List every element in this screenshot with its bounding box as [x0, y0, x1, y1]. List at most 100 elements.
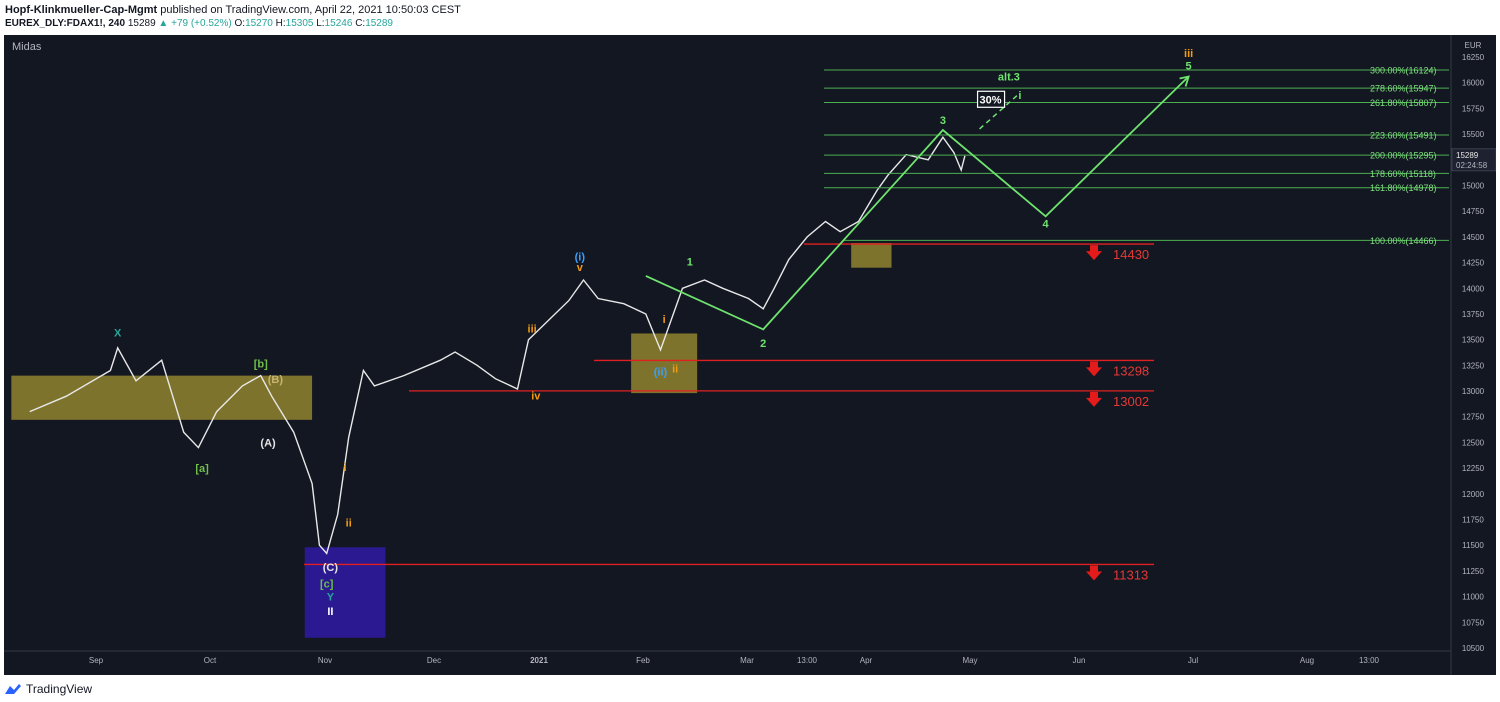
y-tick-15000: 15000 — [1462, 181, 1485, 190]
currency-label: EUR — [1465, 41, 1482, 50]
y-tick-14750: 14750 — [1462, 207, 1485, 216]
wave-label-6: ii — [346, 518, 352, 530]
open-value: 15270 — [245, 18, 273, 29]
chart-footer: TradingView — [0, 678, 1500, 702]
open-label: O: — [234, 18, 246, 29]
wave-label-7: (C) — [323, 562, 339, 574]
x-tick-3: Dec — [427, 656, 441, 665]
wave-label-20: 3 — [940, 115, 946, 127]
x-tick-1: Oct — [204, 656, 217, 665]
price-change: +79 (+0.52%) — [171, 18, 232, 29]
x-tick-4: 2021 — [530, 656, 548, 665]
wave-label-19: 2 — [760, 338, 766, 350]
down-arrow-icon — [1086, 565, 1102, 581]
price-tag-countdown: 02:24:58 — [1456, 161, 1488, 170]
wave-label-1: [b] — [254, 358, 268, 370]
price-chart[interactable]: Midas 14430 13298 13002 11313 300.00%(16124) 2… — [4, 35, 1496, 675]
wave-label-0: X — [114, 328, 122, 340]
author-name[interactable]: Hopf-Klinkmueller-Cap-Mgmt — [5, 4, 158, 16]
y-tick-14250: 14250 — [1462, 259, 1485, 268]
x-tick-5: Feb — [636, 656, 650, 665]
wave-label-13: (i) — [575, 252, 586, 264]
wave-label-10: II — [327, 606, 333, 618]
wave-label-15: i — [663, 314, 666, 326]
support-label-11313: 11313 — [1113, 567, 1148, 582]
high-label: H: — [275, 18, 286, 29]
wave-label-11: iii — [528, 323, 537, 335]
zone-box-1 — [631, 333, 698, 394]
wave-label-25: i — [1018, 90, 1021, 102]
wave-label-22: 5 — [1186, 60, 1192, 72]
chart-panel[interactable]: Midas 14430 13298 13002 11313 300.00%(16124) 2… — [4, 35, 1496, 675]
annotation-box — [976, 90, 1006, 108]
wave-label-14: v — [577, 262, 584, 274]
projection-arrow-icon — [1179, 75, 1190, 87]
y-tick-13250: 13250 — [1462, 361, 1485, 370]
x-tick-10: Jun — [1073, 656, 1086, 665]
y-tick-10750: 10750 — [1462, 618, 1485, 627]
y-tick-16000: 16000 — [1462, 79, 1485, 88]
wave-label-9: Y — [327, 592, 335, 604]
high-value: 15305 — [285, 18, 314, 29]
zone-box-2 — [851, 243, 892, 268]
wave-label-5: i — [344, 462, 347, 474]
support-label-13002: 13002 — [1113, 394, 1149, 409]
alt-projection-line — [979, 92, 1021, 130]
close-value: 15289 — [365, 18, 393, 29]
up-arrow-icon: ▲ — [158, 18, 169, 29]
y-tick-11000: 11000 — [1462, 593, 1484, 602]
wave-label-4: [a] — [195, 463, 209, 475]
wave-label-2: (B) — [268, 374, 284, 386]
down-arrow-icon — [1086, 391, 1102, 407]
y-tick-12750: 12750 — [1462, 413, 1485, 422]
last-price: 15289 — [127, 18, 156, 29]
x-tick-12: Aug — [1300, 656, 1314, 665]
wave-label-3: (A) — [260, 438, 276, 450]
fib-label-15118: 178.60%(15118) — [1370, 169, 1436, 179]
price-tag-box — [1451, 148, 1496, 172]
y-tick-13000: 13000 — [1462, 387, 1485, 396]
price-line — [29, 135, 966, 555]
y-tick-15500: 15500 — [1462, 130, 1485, 139]
support-label-13298: 13298 — [1113, 363, 1149, 378]
y-tick-11750: 11750 — [1462, 516, 1484, 525]
y-tick-12500: 12500 — [1462, 438, 1485, 447]
fib-label-14466: 100.00%(14466) — [1370, 236, 1437, 246]
close-label: C: — [355, 18, 366, 29]
y-tick-14000: 14000 — [1462, 284, 1485, 293]
x-tick-13: 13:00 — [1359, 656, 1380, 665]
x-tick-6: Mar — [740, 656, 754, 665]
y-tick-11250: 11250 — [1462, 567, 1484, 576]
price-axis — [1451, 35, 1496, 675]
y-tick-13750: 13750 — [1462, 310, 1485, 319]
down-arrow-icon — [1086, 245, 1102, 261]
symbol-label[interactable]: EUREX_DLY:FDAX1!, 240 — [5, 18, 126, 29]
wave-label-21: 4 — [1043, 219, 1050, 231]
fib-label-15295: 200.00%(15295) — [1370, 151, 1437, 161]
fib-label-14978: 161.80%(14978) — [1370, 183, 1437, 193]
x-tick-7: 13:00 — [797, 656, 818, 665]
fib-label-16124: 300.00%(16124) — [1370, 65, 1437, 75]
wave-label-18: 1 — [687, 257, 693, 269]
wave-label-24: alt.3 — [998, 72, 1020, 84]
indicator-label: Midas — [12, 41, 42, 53]
y-tick-16250: 16250 — [1462, 53, 1485, 62]
y-tick-12000: 12000 — [1462, 490, 1485, 499]
wave-label-17: ii — [672, 364, 678, 376]
x-tick-11: Jul — [1188, 656, 1198, 665]
x-tick-0: Sep — [89, 656, 104, 665]
published-info: published on TradingView.com, April 22, … — [160, 4, 461, 16]
fib-label-15947: 278.60%(15947) — [1370, 84, 1437, 94]
zone-box-3 — [304, 547, 386, 638]
low-value: 15246 — [324, 18, 353, 29]
wave-label-16: (ii) — [654, 367, 668, 379]
x-tick-2: Nov — [318, 656, 332, 665]
wave-label-8: [c] — [320, 578, 334, 590]
y-tick-13500: 13500 — [1462, 336, 1485, 345]
price-tag-value: 15289 — [1456, 151, 1479, 160]
y-tick-11500: 11500 — [1462, 541, 1484, 550]
support-label-14430: 14430 — [1113, 247, 1149, 262]
y-tick-12250: 12250 — [1462, 464, 1485, 473]
fib-label-15491: 223.60%(15491) — [1370, 131, 1437, 141]
brand-label[interactable]: TradingView — [26, 682, 93, 696]
